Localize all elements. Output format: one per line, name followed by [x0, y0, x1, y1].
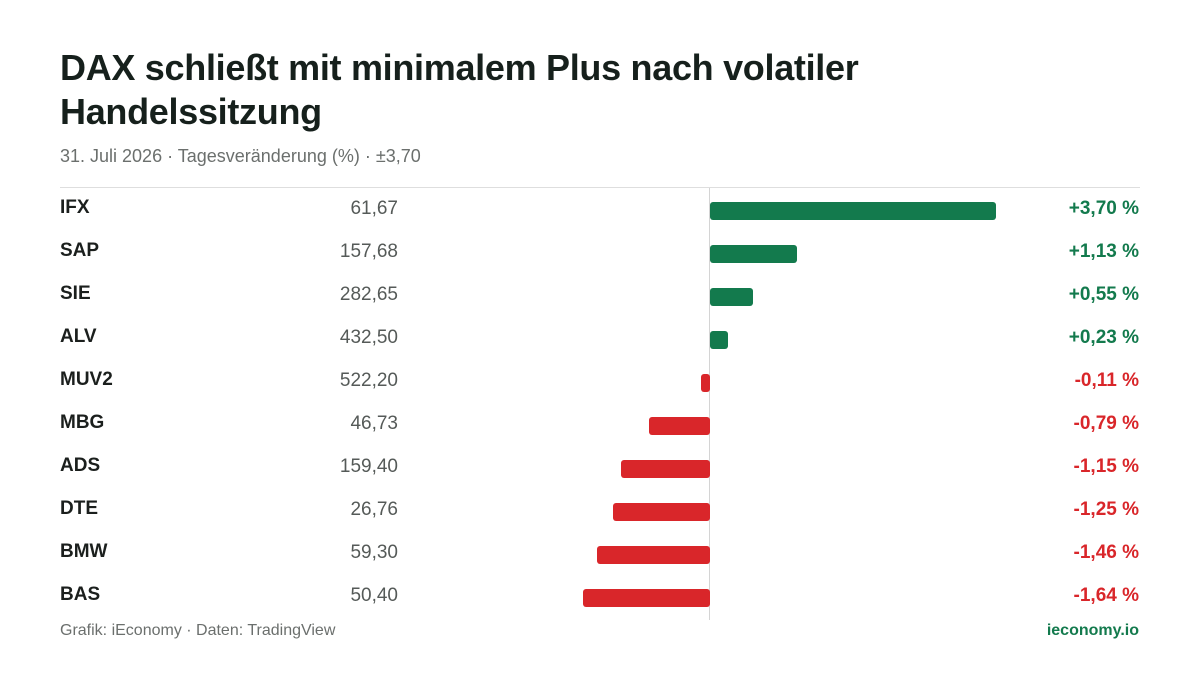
price-value: 61,67: [350, 198, 398, 219]
header-divider: [60, 187, 1140, 188]
source-credit: Grafik: iEconomy · Daten: TradingView: [60, 622, 336, 639]
price-value: 282,65: [339, 284, 398, 305]
change-label: +1,13 %: [1068, 241, 1139, 262]
change-label: +0,55 %: [1068, 284, 1139, 305]
zero-axis-line: [709, 188, 710, 620]
ticker-label: DTE: [60, 498, 98, 519]
ticker-label: BAS: [60, 584, 101, 605]
ticker-label: SAP: [60, 240, 100, 261]
chart-title: DAX schließt mit minimalem Plus nach vol…: [60, 47, 859, 132]
price-value: 157,68: [339, 241, 398, 262]
ticker-label: BMW: [60, 541, 108, 562]
table-row: SIE 282,65 +0,55 %: [0, 274, 1200, 317]
price-value: 59,30: [350, 542, 398, 563]
bar-positive: [710, 202, 996, 220]
change-label: -1,15 %: [1073, 456, 1139, 477]
bar-negative: [597, 546, 710, 564]
ticker-label: ALV: [60, 326, 97, 347]
bar-negative: [648, 417, 710, 435]
table-row: BAS 50,40 -1,64 %: [0, 575, 1200, 618]
change-label: -1,64 %: [1073, 585, 1139, 606]
table-row: DTE 26,76 -1,25 %: [0, 489, 1200, 532]
change-label: -1,46 %: [1073, 542, 1139, 563]
bar-negative: [701, 374, 710, 392]
bar-negative: [583, 589, 710, 607]
change-label: -0,79 %: [1073, 413, 1139, 434]
ticker-label: ADS: [60, 455, 101, 476]
ticker-label: MBG: [60, 412, 105, 433]
chart-subtitle: 31. Juli 2026 · Tagesveränderung (%) · ±…: [60, 146, 421, 166]
price-value: 522,20: [339, 370, 398, 391]
bar-negative: [621, 460, 710, 478]
brand-link[interactable]: ieconomy.io: [1046, 622, 1139, 639]
price-value: 46,73: [350, 413, 398, 434]
table-row: IFX 61,67 +3,70 %: [0, 188, 1200, 231]
bar-positive: [710, 245, 798, 263]
price-value: 50,40: [350, 585, 398, 606]
table-row: BMW 59,30 -1,46 %: [0, 532, 1200, 575]
table-row: SAP 157,68 +1,13 %: [0, 231, 1200, 274]
change-label: +3,70 %: [1068, 198, 1139, 219]
table-row: ADS 159,40 -1,15 %: [0, 446, 1200, 489]
ticker-label: MUV2: [60, 369, 113, 390]
bar-positive: [710, 331, 728, 349]
change-label: +0,23 %: [1068, 327, 1139, 348]
bar-positive: [710, 288, 753, 306]
table-row: MUV2 522,20 -0,11 %: [0, 360, 1200, 403]
table-row: ALV 432,50 +0,23 %: [0, 317, 1200, 360]
table-row: MBG 46,73 -0,79 %: [0, 403, 1200, 446]
price-value: 26,76: [350, 499, 398, 520]
ticker-label: SIE: [60, 283, 91, 304]
change-label: -0,11 %: [1074, 370, 1139, 391]
change-label: -1,25 %: [1073, 499, 1139, 520]
price-value: 432,50: [339, 327, 398, 348]
bar-negative: [613, 503, 710, 521]
ticker-label: IFX: [60, 197, 90, 218]
price-value: 159,40: [339, 456, 398, 477]
